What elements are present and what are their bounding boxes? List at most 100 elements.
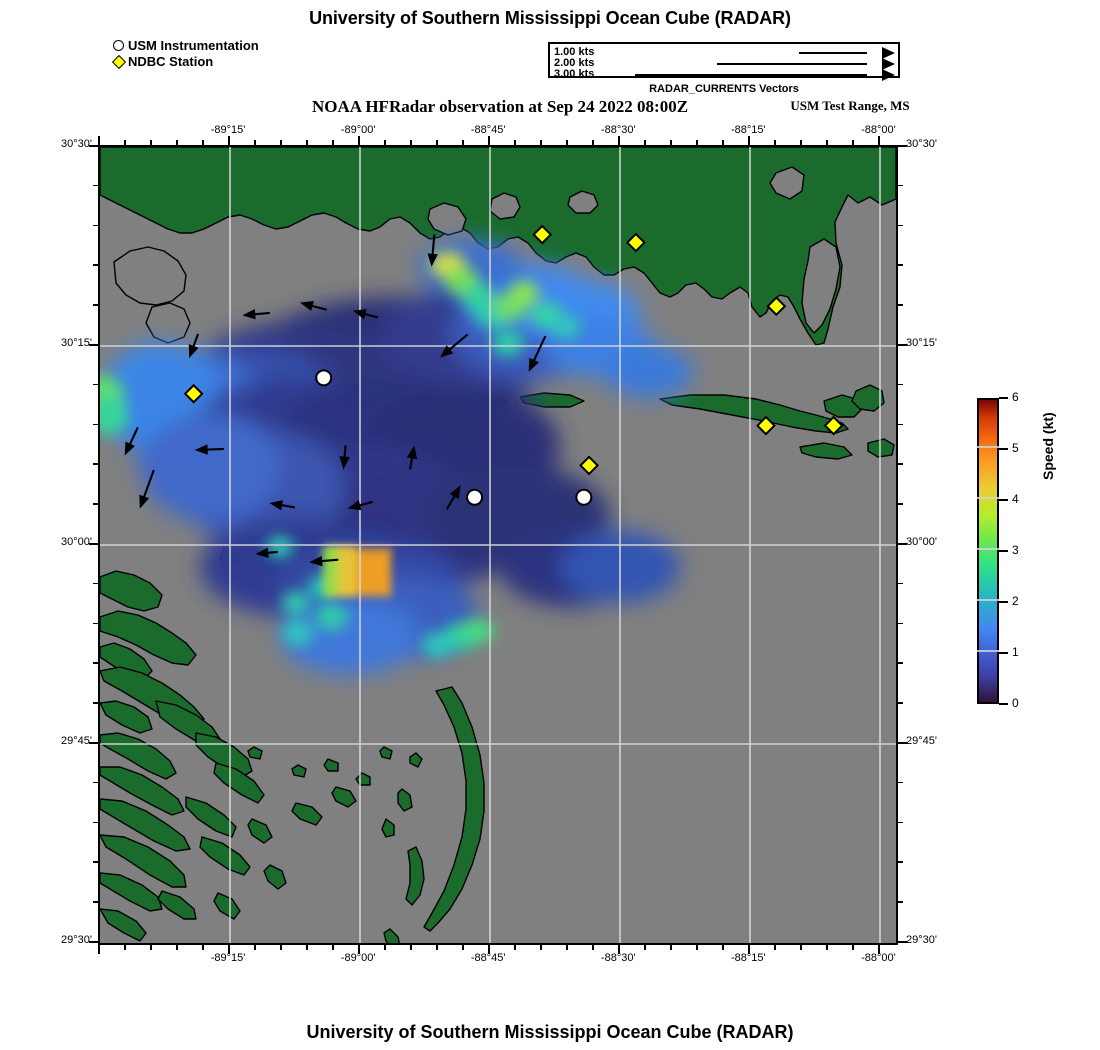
- radar-speed-highlights: [100, 252, 581, 658]
- tick-mark: [696, 140, 698, 145]
- colorbar-tick: [999, 601, 1008, 603]
- current-vector-arrow: [299, 300, 327, 312]
- ndbc-station-marker[interactable]: [579, 455, 599, 476]
- diamond-marker-icon: [111, 54, 126, 69]
- tick-mark: [898, 941, 907, 943]
- tick-mark: [332, 945, 334, 950]
- tick-mark: [898, 224, 903, 227]
- tick-mark: [898, 582, 903, 585]
- tick-mark: [670, 140, 672, 145]
- tick-mark: [358, 136, 360, 145]
- ndbc-station-marker[interactable]: [625, 232, 646, 253]
- ndbc-station-marker[interactable]: [823, 415, 844, 436]
- lon-tick-label: -89°15': [210, 124, 246, 136]
- vector-legend-row-2: 2.00 kts: [550, 57, 898, 70]
- tick-mark: [748, 136, 750, 145]
- tick-mark: [462, 140, 464, 145]
- ndbc-station-marker[interactable]: [766, 296, 787, 317]
- tick-mark: [176, 945, 178, 950]
- current-vector-arrow: [309, 555, 339, 567]
- usm-instrumentation-marker[interactable]: [466, 488, 484, 506]
- colorbar-tick: [999, 550, 1008, 552]
- lat-tick-label: 29°30': [906, 934, 937, 946]
- ndbc-station-marker[interactable]: [183, 383, 204, 404]
- current-vector-arrow: [339, 445, 350, 470]
- current-vector-layer: [124, 234, 547, 567]
- tick-mark: [228, 945, 230, 954]
- usm-instrumentation-marker[interactable]: [575, 488, 593, 506]
- site-label: USM Test Range, MS: [790, 98, 910, 113]
- tick-mark: [748, 945, 750, 954]
- lon-tick-label: -88°30': [600, 124, 636, 136]
- tick-mark: [898, 742, 907, 744]
- ndbc-station-marker[interactable]: [532, 224, 553, 245]
- vector-legend-caption: RADAR_CURRENTS Vectors: [649, 83, 799, 95]
- map-canvas[interactable]: [98, 145, 898, 945]
- tick-mark: [898, 662, 903, 664]
- tick-mark: [618, 945, 620, 954]
- lon-tick-label: -88°00': [861, 952, 896, 964]
- colorbar-tick-label: 4: [1012, 492, 1019, 506]
- current-vector-arrow: [406, 445, 418, 470]
- lat-tick-label: 30°00': [906, 536, 937, 548]
- arrow-head-icon: [882, 69, 895, 81]
- tick-mark: [540, 140, 542, 145]
- tick-mark: [898, 503, 903, 505]
- tick-mark: [644, 140, 646, 145]
- station-marker-layer: [183, 224, 844, 506]
- legend-item-ndbc-station: NDBC Station: [111, 54, 259, 69]
- observation-subtitle: NOAA HFRadar observation at Sep 24 2022 …: [311, 97, 689, 116]
- tick-mark: [488, 136, 490, 145]
- tick-mark: [280, 945, 282, 950]
- tick-mark: [93, 423, 98, 426]
- tick-mark: [566, 945, 568, 950]
- tick-mark: [93, 383, 98, 386]
- vector-legend-label-2: 2.00 kts: [554, 57, 595, 69]
- lat-tick-label: 30°15': [61, 337, 92, 349]
- tick-mark: [514, 140, 516, 145]
- lon-tick-label: -88°45': [470, 124, 506, 136]
- lat-tick-label: 29°45': [61, 735, 92, 747]
- lon-tick-label: -89°00': [340, 952, 376, 964]
- tick-mark: [93, 781, 98, 784]
- vector-legend-label-1: 1.00 kts: [554, 46, 595, 58]
- colorbar-tick-label: 0: [1012, 696, 1019, 710]
- tick-mark: [93, 264, 98, 266]
- lat-tick-label: 30°00': [61, 536, 92, 548]
- tick-mark: [358, 945, 360, 954]
- tick-mark: [644, 945, 646, 950]
- lat-tick-label: 30°15': [906, 337, 937, 349]
- tick-mark: [93, 503, 98, 505]
- tick-mark: [150, 140, 152, 145]
- tick-mark: [384, 945, 386, 950]
- tick-mark: [93, 821, 98, 824]
- lon-tick-label: -88°00': [861, 124, 896, 136]
- tick-mark: [93, 622, 98, 625]
- tick-mark: [898, 184, 903, 187]
- current-vector-arrow: [352, 309, 379, 320]
- colorbar-tick: [999, 499, 1008, 501]
- current-vector-arrow: [269, 500, 296, 511]
- tick-mark: [410, 140, 412, 145]
- ndbc-station-marker[interactable]: [756, 415, 776, 436]
- speed-colorbar: [977, 398, 999, 704]
- tick-mark: [540, 945, 542, 950]
- colorbar-title: Speed (kt): [1040, 412, 1056, 480]
- tick-mark: [800, 140, 802, 145]
- arrow-head-icon: [882, 47, 895, 59]
- tick-mark: [228, 136, 230, 145]
- tick-mark: [89, 742, 98, 744]
- lon-tick-label: -89°15': [210, 952, 246, 964]
- current-vector-arrow: [188, 333, 200, 359]
- tick-mark: [93, 463, 98, 465]
- footer-title: University of Southern Mississippi Ocean…: [306, 1022, 794, 1042]
- tick-mark: [514, 945, 516, 950]
- tick-mark: [898, 463, 903, 465]
- tick-mark: [93, 702, 98, 704]
- current-vector-arrow: [427, 234, 438, 267]
- map-svg: [100, 147, 896, 943]
- tick-mark: [384, 140, 386, 145]
- tick-mark: [774, 945, 776, 950]
- lon-tick-label: -88°30': [600, 952, 636, 964]
- usm-instrumentation-marker[interactable]: [315, 369, 333, 387]
